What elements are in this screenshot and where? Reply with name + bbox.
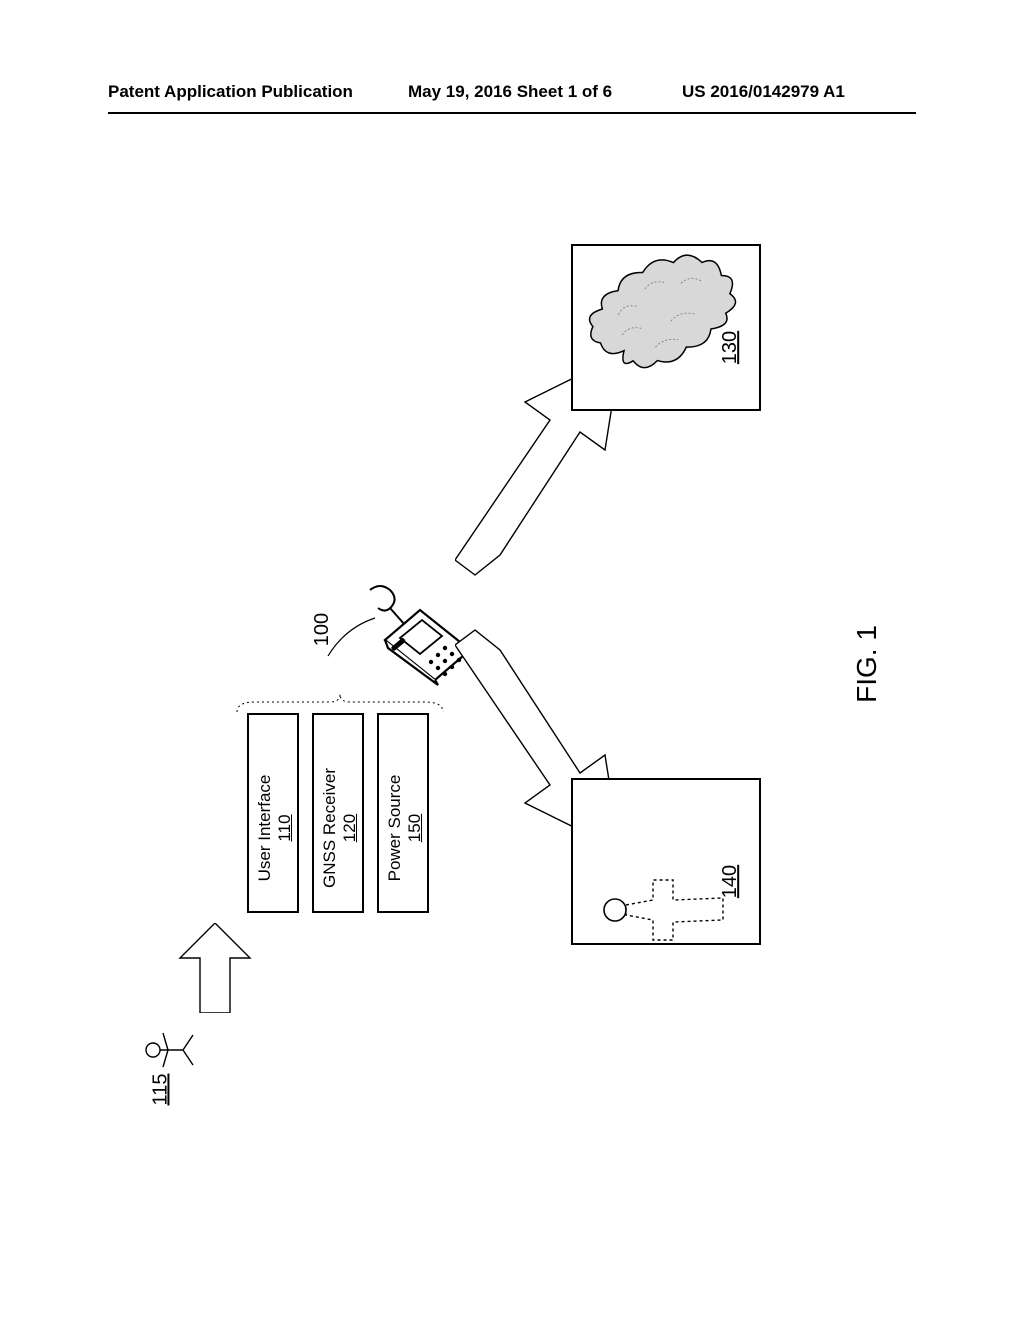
box-person: 140 [571, 778, 761, 945]
label-user-interface: User Interface [255, 744, 275, 912]
figure-1: 115 User Interface 110 GNSS Receiver 120 [0, 0, 1024, 1320]
arrow-user-to-device [175, 923, 255, 1018]
label-gnss: GNSS Receiver [320, 744, 340, 912]
ref-120: 120 [340, 744, 360, 912]
ref-130: 130 [714, 336, 747, 359]
ref-150: 150 [405, 744, 425, 912]
ref-110: 110 [275, 744, 295, 912]
label-power: Power Source [385, 744, 405, 912]
box-power-source: Power Source 150 [377, 713, 429, 913]
ref-140: 140 [714, 870, 747, 893]
figure-label: FIG. 1 [828, 648, 906, 680]
brace-icon [235, 692, 445, 719]
ref-115: 115 [145, 1078, 177, 1101]
box-gnss-receiver: GNSS Receiver 120 [312, 713, 364, 913]
patent-page: Patent Application Publication May 19, 2… [0, 0, 1024, 1320]
box-cloud: 130 [571, 244, 761, 411]
box-user-interface: User Interface 110 [247, 713, 299, 913]
